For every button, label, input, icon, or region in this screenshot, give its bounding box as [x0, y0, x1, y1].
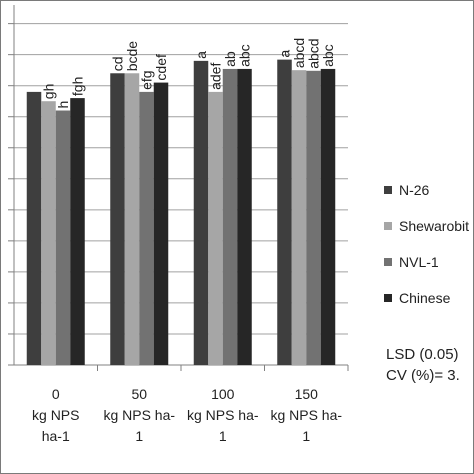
- legend-swatch-nvl1: [384, 258, 392, 266]
- bar-shewarobit-3: [291, 70, 307, 365]
- x-tick-label-line: 100: [211, 386, 235, 402]
- bar-n-26-0: [26, 91, 42, 366]
- bar-n-26-2: [193, 60, 209, 366]
- bar-chinese-3: [320, 68, 336, 366]
- bar-chinese-0: [70, 98, 85, 365]
- x-tick-label-line: kg NPS ha-: [103, 407, 175, 423]
- x-tick-label-line: 50: [131, 386, 147, 402]
- significance-letter: fgh: [70, 77, 86, 96]
- bar-nvl-1-3: [306, 70, 321, 366]
- x-tick-label-line: kg NPS ha-: [270, 407, 342, 423]
- x-tick-label-line: kg NPS: [32, 407, 79, 423]
- x-tick-label: 0 kg NPS ha-1: [32, 386, 79, 444]
- bar-chinese-1: [153, 82, 169, 365]
- significance-letter: abcd: [291, 38, 307, 68]
- x-tick-label: 150 kg NPS ha- 1: [270, 386, 342, 444]
- bar-n-26-1: [110, 73, 125, 365]
- bar-n-26-3: [277, 59, 292, 365]
- x-tick-label: 100 kg NPS ha- 1: [187, 386, 259, 444]
- cv-annotation: CV (%)= 3.: [386, 367, 460, 384]
- legend-swatch-chinese: [384, 294, 392, 302]
- significance-letter: abcd: [306, 38, 322, 68]
- bar-nvl-1-2: [222, 68, 238, 366]
- significance-letter: bcde: [124, 41, 140, 72]
- x-tick-label-line: kg NPS ha-: [187, 407, 259, 423]
- bar-shewarobit-2: [208, 91, 223, 366]
- x-tick-label-line: ha-1: [42, 428, 70, 444]
- x-tick-label-line: 0: [52, 386, 60, 402]
- legend-item-nvl1: NVL-1: [384, 244, 474, 280]
- legend-label-shewarobit: Shewarobit: [399, 218, 470, 234]
- lsd-annotation: LSD (0.05): [386, 346, 459, 363]
- significance-letter: cdef: [153, 54, 169, 81]
- significance-letter: cd: [110, 56, 126, 71]
- x-tick-label-line: 1: [135, 428, 143, 444]
- significance-letter: gh: [41, 84, 57, 100]
- legend-item-chinese: Chinese: [384, 280, 474, 316]
- significance-letter: abc: [237, 44, 253, 67]
- x-tick-label-line: 150: [295, 386, 319, 402]
- bar-nvl-1-0: [55, 110, 71, 365]
- legend-item-shewarobit: Shewarobit: [384, 208, 474, 244]
- statistics-annotation: LSD (0.05) CV (%)= 3.: [386, 344, 460, 386]
- bar-chinese-2: [237, 68, 252, 366]
- x-tick-label-line: 1: [219, 428, 227, 444]
- significance-letter: ab: [222, 51, 238, 67]
- legend-swatch-shewarobit: [384, 222, 392, 230]
- chart-legend: N-26 Shewarobit NVL-1 Chinese: [384, 172, 474, 316]
- significance-letter: adef: [208, 63, 224, 90]
- bar-nvl-1-1: [139, 91, 154, 366]
- legend-label-chinese: Chinese: [399, 290, 451, 306]
- legend-item-n26: N-26: [384, 172, 474, 208]
- significance-letter: efg: [139, 70, 155, 89]
- significance-letter: a: [277, 50, 293, 58]
- x-tick-label: 50 kg NPS ha- 1: [103, 386, 175, 444]
- significance-letter: abc: [320, 44, 336, 67]
- bar-shewarobit-1: [124, 73, 140, 365]
- bar-shewarobit-0: [41, 101, 56, 365]
- legend-label-n26: N-26: [399, 182, 430, 198]
- legend-label-nvl1: NVL-1: [399, 254, 439, 270]
- significance-letter: a: [193, 51, 209, 59]
- x-tick-label-line: 1: [302, 428, 310, 444]
- significance-letter: h: [55, 101, 71, 109]
- legend-swatch-n26: [384, 186, 392, 194]
